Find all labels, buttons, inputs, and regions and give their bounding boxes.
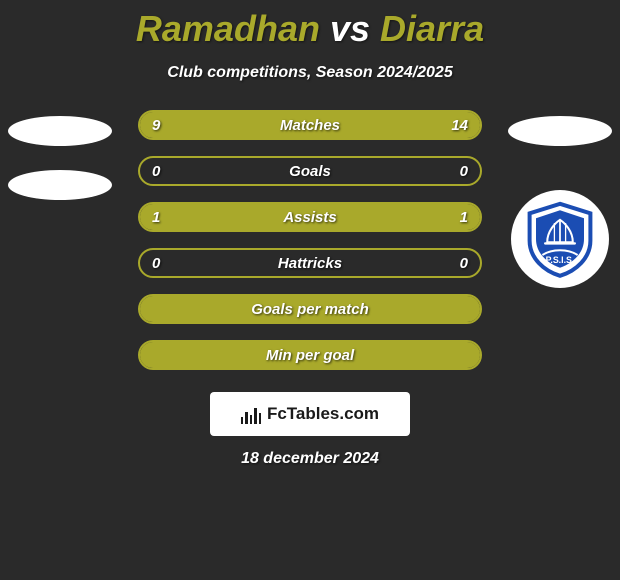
bars-column: Matches914Goals00Assists11Hattricks00Goa… (138, 110, 482, 370)
right-club-logo: P.S.I.S. (511, 190, 609, 288)
player-right-name: Diarra (380, 8, 484, 49)
stat-value-left: 0 (152, 250, 160, 276)
stat-label: Goals per match (140, 296, 480, 322)
branding-text: FcTables.com (267, 404, 379, 424)
stat-label: Matches (140, 112, 480, 138)
stat-value-right: 14 (451, 112, 468, 138)
right-badge-1 (508, 116, 612, 146)
right-badges: P.S.I.S. (500, 110, 620, 288)
left-badges (0, 110, 120, 200)
stat-row: Assists1 1 (138, 202, 482, 232)
stat-row: Matches9 14 (138, 110, 482, 140)
stat-value-right: 1 (460, 204, 468, 230)
stat-row: Goals0 0 (138, 156, 482, 186)
left-badge-2 (8, 170, 112, 200)
stat-value-left: 1 (152, 204, 160, 230)
title-vs: vs (330, 8, 370, 49)
stat-value-right: 0 (460, 158, 468, 184)
psis-initials: P.S.I.S. (546, 255, 575, 265)
stat-label: Hattricks (140, 250, 480, 276)
fctables-icon (241, 404, 261, 424)
chart-area: P.S.I.S. Matches914Goals00Assists11Hattr… (0, 110, 620, 380)
stat-row: Hattricks0 0 (138, 248, 482, 278)
stat-value-left: 9 (152, 112, 160, 138)
page-title: Ramadhan vs Diarra (0, 0, 620, 50)
comparison-container: Ramadhan vs Diarra Club competitions, Se… (0, 0, 620, 580)
subtitle: Club competitions, Season 2024/2025 (0, 64, 620, 82)
stat-label: Assists (140, 204, 480, 230)
stat-value-left: 0 (152, 158, 160, 184)
stat-label: Goals (140, 158, 480, 184)
stat-row: Goals per match (138, 294, 482, 324)
left-badge-1 (8, 116, 112, 146)
player-left-name: Ramadhan (136, 8, 320, 49)
date-label: 18 december 2024 (0, 450, 620, 468)
stat-value-right: 0 (460, 250, 468, 276)
branding[interactable]: FcTables.com (210, 392, 410, 436)
stat-label: Min per goal (140, 342, 480, 368)
stat-row: Min per goal (138, 340, 482, 370)
psis-shield-icon: P.S.I.S. (520, 199, 600, 279)
